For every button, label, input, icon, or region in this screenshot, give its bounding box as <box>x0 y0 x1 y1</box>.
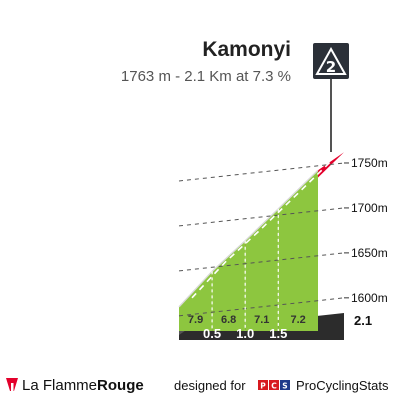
gradient-label: 6.8 <box>221 314 236 326</box>
pcs-name: ProCyclingStats <box>296 378 389 393</box>
gradient-segment <box>212 240 246 331</box>
category-triangle-icon <box>315 46 347 75</box>
km-label: 0.5 <box>203 326 221 341</box>
elevation-tick-label: 1600m <box>351 291 388 305</box>
km-label: 1.5 <box>269 326 287 341</box>
elevation-grid-line <box>178 207 345 227</box>
category-badge: 2 <box>313 43 349 79</box>
brand-logo: La FlammeRouge <box>6 377 144 394</box>
profile-body: 1600m 1650m 1700m 1750m 7.9 6.8 7.1 7.2 0.5 1.0 1.… <box>178 152 388 341</box>
gradient-label: 7.9 <box>188 314 203 326</box>
elevation-grid-line <box>178 297 345 317</box>
elevation-grid-line <box>178 252 345 272</box>
total-distance-label: 2.1 <box>354 313 372 328</box>
climb-summary: 1763 m - 2.1 Km at 7.3 % <box>121 68 291 85</box>
gradient-label: 7.1 <box>254 314 269 326</box>
km-label: 1.0 <box>236 326 254 341</box>
brand-suffix: Rouge <box>97 377 144 394</box>
brand-prefix: La Flamme <box>22 377 97 394</box>
gradient-segment <box>245 208 279 331</box>
elevation-grid-line <box>178 162 345 182</box>
climb-name: Kamonyi <box>202 38 291 61</box>
brand-name: La FlammeRouge <box>22 377 144 394</box>
category-number: 2 <box>326 58 336 76</box>
pcs-badge-letter-p: P <box>260 382 266 391</box>
elevation-tick-label: 1700m <box>351 201 388 215</box>
elevation-tick-label: 1650m <box>351 246 388 260</box>
gradient-label: 7.2 <box>290 314 305 326</box>
designed-for-text: designed for <box>174 378 246 393</box>
pcs-badge-letter-c: C <box>271 382 277 391</box>
pcs-logo-icon: P C S <box>258 380 290 391</box>
gradient-segment <box>278 170 318 331</box>
category-badge-bg <box>313 43 349 79</box>
flamme-rouge-flag-icon <box>6 378 18 392</box>
pcs-badge-letter-s: S <box>282 382 287 391</box>
road-centre-line <box>191 160 332 299</box>
elevation-tick-label: 1750m <box>351 156 388 170</box>
